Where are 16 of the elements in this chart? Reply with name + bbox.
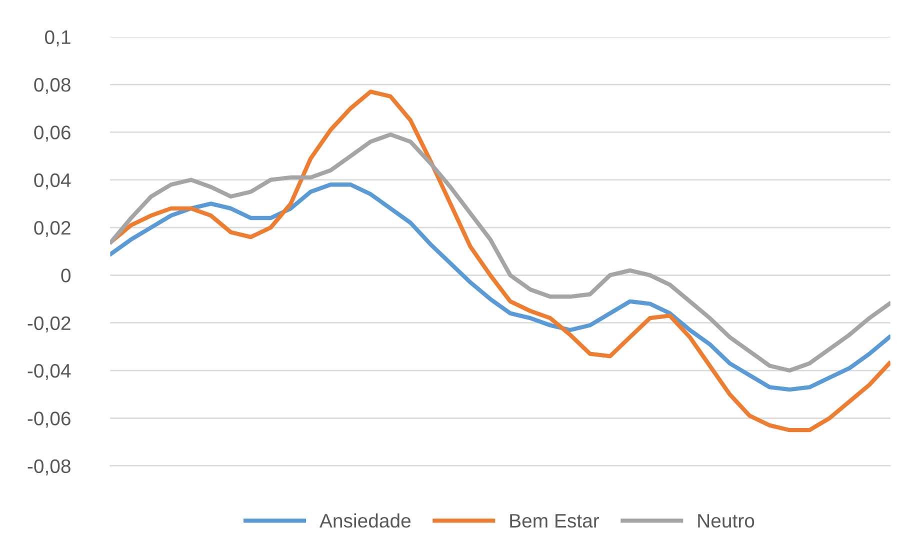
- y-tick-label: 0,1: [45, 30, 70, 46]
- y-tick-label: -0,04: [28, 364, 71, 380]
- legend-label: Ansiedade: [320, 513, 411, 528]
- y-tick-label: 0,02: [34, 220, 70, 238]
- y-tick-label: -0,02: [28, 316, 70, 332]
- line-series: [110, 182, 890, 392]
- y-tick-label: 0,06: [34, 126, 70, 142]
- y-tick-label: 0: [61, 268, 71, 282]
- legend-label: Neutro: [698, 514, 754, 528]
- y-tick-label: -0,06: [28, 412, 70, 428]
- line-series: [110, 90, 890, 432]
- y-tick-label: 0,08: [34, 78, 70, 94]
- legend-label: Bem Estar: [510, 514, 600, 528]
- y-tick-label: 0,04: [34, 173, 71, 190]
- y-tick-label: -0,08: [28, 459, 70, 476]
- line-series: [110, 132, 890, 373]
